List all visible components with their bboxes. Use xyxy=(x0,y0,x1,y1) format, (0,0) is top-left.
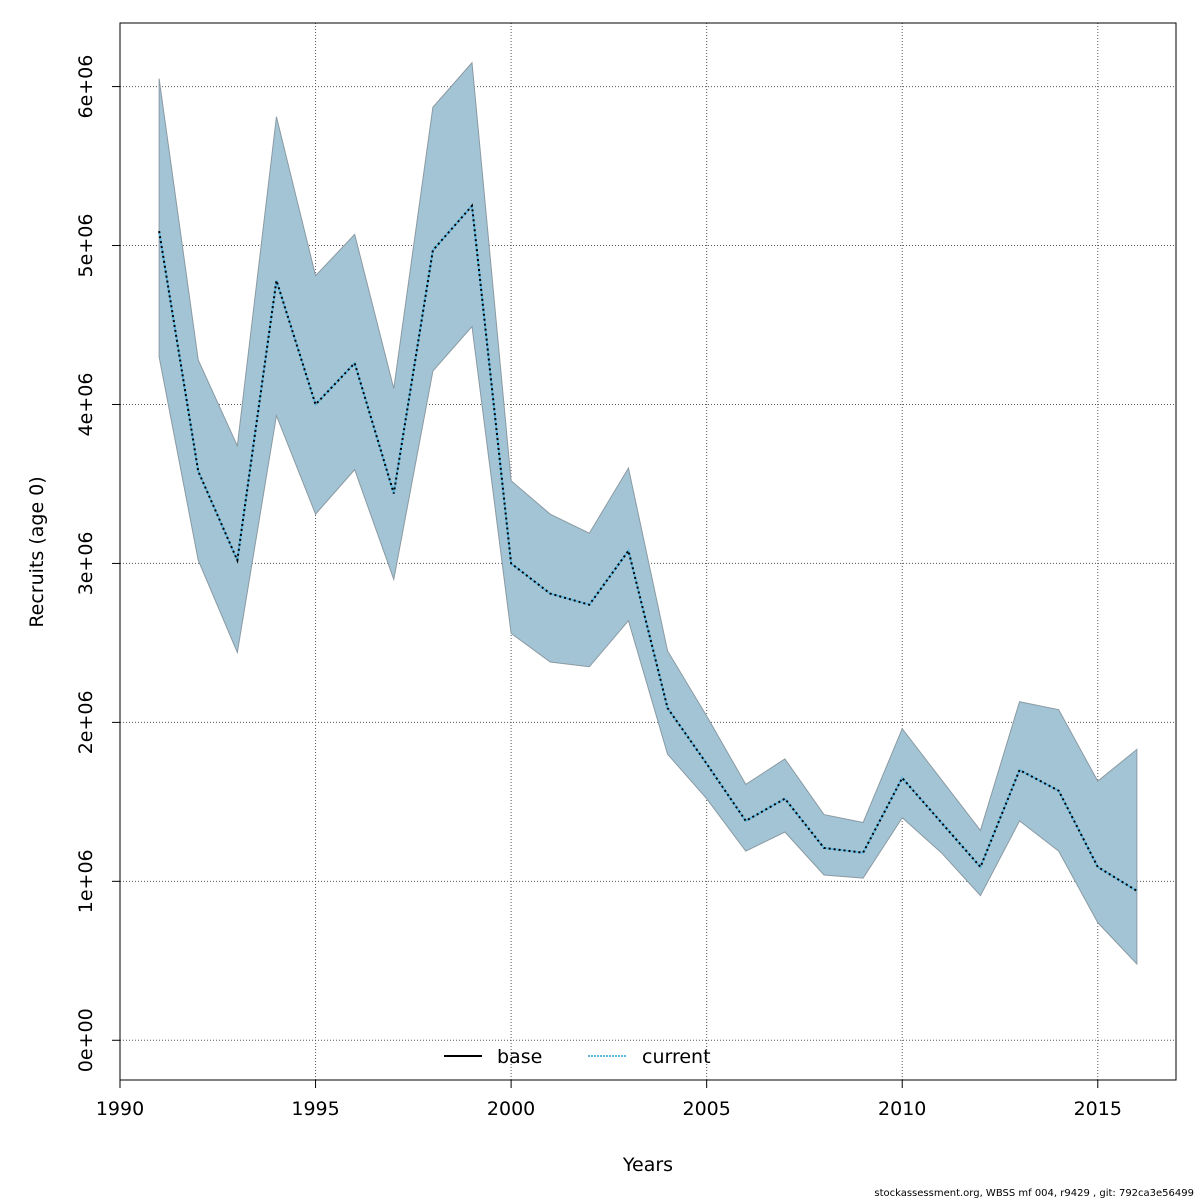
y-tick-label: 0e+00 xyxy=(75,1008,97,1072)
legend: base current xyxy=(444,1046,711,1068)
x-tick-label: 2005 xyxy=(682,1098,730,1120)
y-tick-label: 2e+06 xyxy=(75,690,97,754)
confidence-band xyxy=(158,61,1138,966)
x-tick-label: 1995 xyxy=(291,1098,339,1120)
y-tick-label: 5e+06 xyxy=(75,214,97,278)
x-axis-label: Years xyxy=(622,1154,673,1176)
series-line-current-base xyxy=(158,203,1138,892)
x-tick-label: 2000 xyxy=(487,1098,535,1120)
y-axis: 0e+00 1e+06 2e+06 3e+06 4e+06 5e+06 6e+06 xyxy=(75,55,120,1072)
legend-label-base: base xyxy=(497,1046,542,1068)
x-tick-label: 1990 xyxy=(96,1098,144,1120)
plot-box xyxy=(119,22,1177,1081)
y-tick-label: 6e+06 xyxy=(75,55,97,119)
y-axis-label: Recruits (age 0) xyxy=(26,476,48,627)
y-tick-label: 1e+06 xyxy=(75,849,97,913)
x-tick-label: 2010 xyxy=(878,1098,926,1120)
x-tick-label: 2015 xyxy=(1074,1098,1122,1120)
legend-label-current: current xyxy=(642,1046,711,1068)
y-tick-label: 3e+06 xyxy=(75,531,97,595)
y-tick-label: 4e+06 xyxy=(75,373,97,437)
footer-credit: stockassessment.org, WBSS mf 004, r9429 … xyxy=(874,1188,1194,1199)
x-axis: 1990 1995 2000 2005 2010 2015 xyxy=(96,1080,1122,1120)
